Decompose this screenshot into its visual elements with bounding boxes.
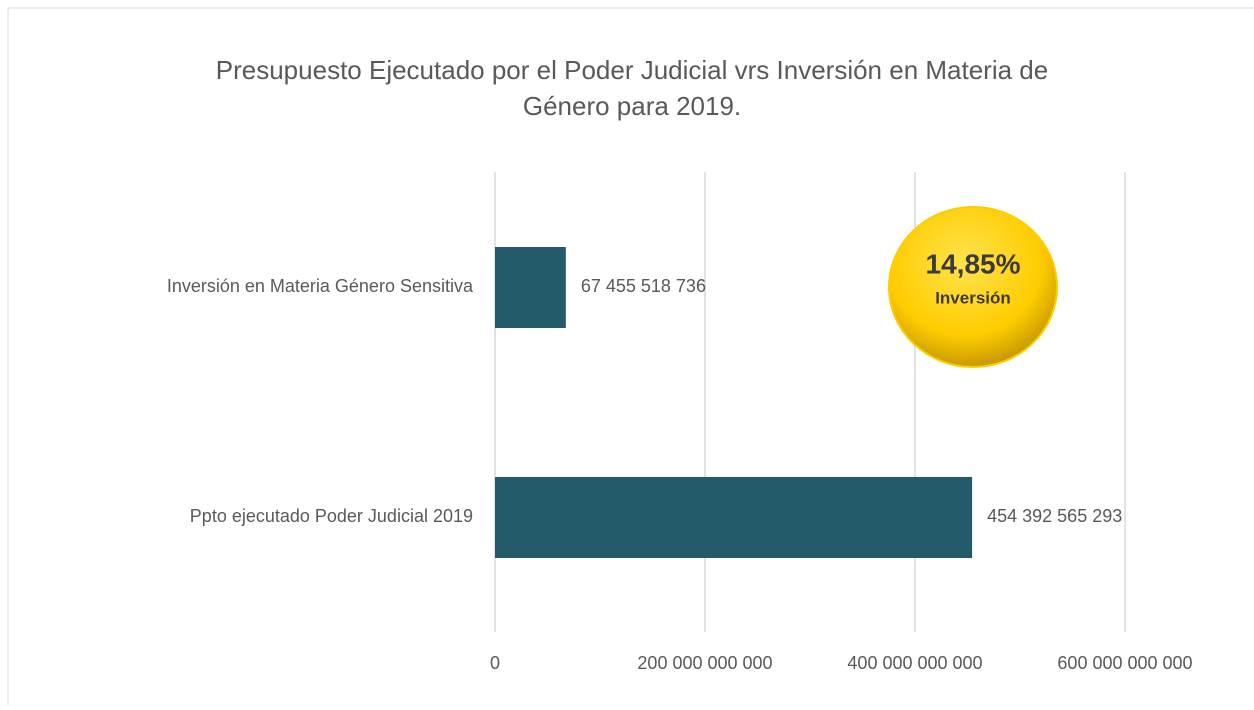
value-label: 454 392 565 293 [987, 506, 1122, 526]
y-tick-label: Inversión en Materia Género Sensitiva [167, 276, 474, 296]
x-tick-label: 0 [490, 653, 500, 673]
annotation-text: 14,85% [926, 248, 1021, 279]
bar [495, 477, 973, 558]
x-tick-label: 400 000 000 000 [847, 653, 982, 673]
x-tick-label: 600 000 000 000 [1057, 653, 1192, 673]
bar [495, 247, 566, 328]
chart-title: Presupuesto Ejecutado por el Poder Judic… [216, 55, 1048, 85]
annotation-badge [888, 206, 1058, 368]
y-tick-label: Ppto ejecutado Poder Judicial 2019 [190, 506, 473, 526]
value-label: 67 455 518 736 [581, 276, 706, 296]
annotation-subtext: Inversión [935, 288, 1011, 307]
chart-title: Género para 2019. [523, 91, 741, 121]
x-tick-label: 200 000 000 000 [637, 653, 772, 673]
